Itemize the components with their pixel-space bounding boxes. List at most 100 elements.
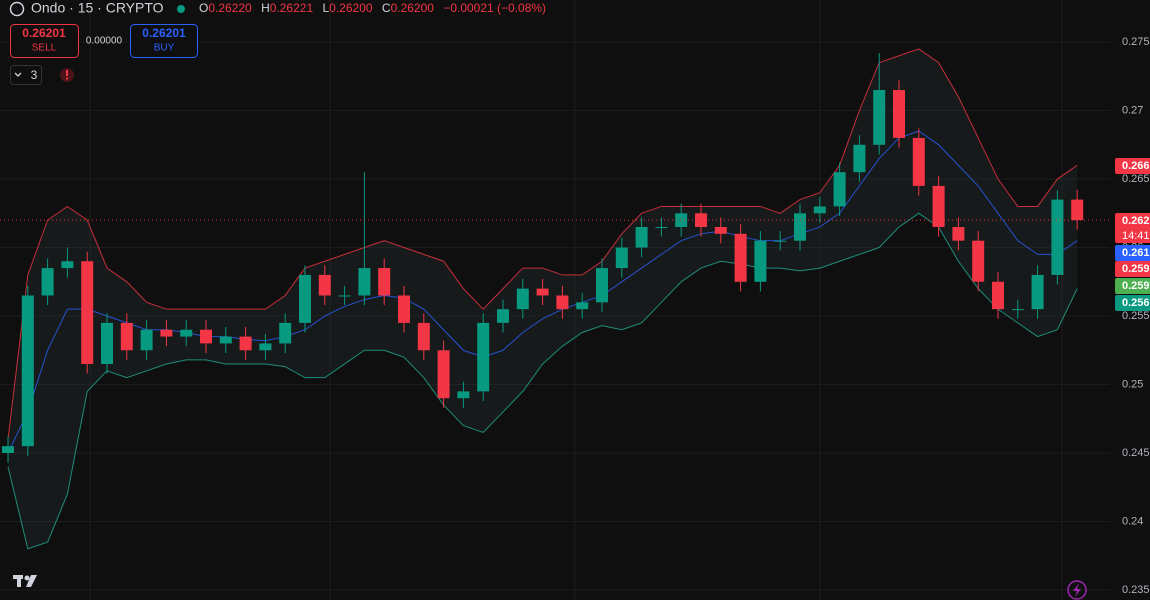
candle-body <box>1011 309 1024 311</box>
candle-body <box>833 172 846 207</box>
price-badge <box>1115 261 1150 277</box>
badge-timer: 14:41 <box>1122 230 1150 242</box>
price-badge <box>1115 213 1150 243</box>
l-label: L <box>322 1 329 15</box>
band-line <box>7 48 1078 440</box>
candle-body <box>516 288 529 310</box>
o-label: O <box>199 1 208 15</box>
candle-body <box>457 391 470 399</box>
candle-body <box>536 288 549 296</box>
badge-label: 0.266 <box>1122 160 1150 172</box>
candle-body <box>279 322 292 344</box>
y-tick-label: 0.25 <box>1122 378 1143 390</box>
candle-body <box>398 295 410 323</box>
candle-body <box>1071 199 1084 221</box>
candle-body <box>675 213 688 227</box>
candle-body <box>2 446 14 454</box>
badge-label: 0.262 <box>1122 215 1150 227</box>
candle-body <box>140 329 153 351</box>
candle-body <box>437 350 450 399</box>
ohlc-legend: O0.26220 H0.26221 L0.26200 C0.26200 −0.0… <box>199 1 546 15</box>
candle-body <box>596 268 608 303</box>
buy-button[interactable]: 0.26201 BUY <box>130 24 198 58</box>
candle-body <box>556 295 569 310</box>
indicators-count[interactable]: 3 <box>31 68 38 82</box>
price-badge <box>1115 158 1150 174</box>
price-badge <box>1115 245 1150 261</box>
candle-body <box>477 322 490 392</box>
candle-body <box>358 268 371 296</box>
candle-body <box>932 185 945 227</box>
c-label: C <box>382 1 391 15</box>
sell-box[interactable] <box>10 24 79 58</box>
logo <box>13 575 37 587</box>
buy-label[interactable]: BUY <box>154 43 175 54</box>
toggle-box[interactable] <box>10 65 42 85</box>
vertical-grid <box>89 0 1063 600</box>
candle-body <box>259 343 272 351</box>
candle-body <box>714 226 727 234</box>
candle-body <box>754 240 767 282</box>
symbol[interactable]: Ondo · 15 · CRYPTO <box>31 0 164 16</box>
status-dot <box>177 5 185 13</box>
lightning-icon[interactable] <box>1067 580 1087 600</box>
candle-body <box>972 240 985 282</box>
candle-body <box>81 261 94 364</box>
band-line <box>7 212 1078 550</box>
buy-box[interactable] <box>130 24 198 58</box>
y-tick-label: 0.275 <box>1122 36 1150 48</box>
spread: 0.00000 <box>86 36 123 47</box>
badge-label: 0.256 <box>1122 297 1150 309</box>
y-tick-label: 0.265 <box>1122 173 1150 185</box>
candle-body <box>378 268 391 296</box>
candle-body <box>61 261 74 269</box>
o-value: 0.26220 <box>208 1 252 15</box>
candle-body <box>576 302 589 310</box>
y-tick-label: 0.235 <box>1122 584 1150 596</box>
candle-body <box>774 240 787 242</box>
y-tick-label: 0.27 <box>1122 104 1143 116</box>
candle-body <box>180 329 193 337</box>
sell-label[interactable]: SELL <box>32 43 57 54</box>
sell-price[interactable]: 0.26201 <box>22 26 66 40</box>
candle-body <box>338 295 351 297</box>
alert-dot <box>66 77 68 80</box>
candle-body <box>120 322 133 351</box>
change: −0.00021 (−0.08%) <box>443 1 546 15</box>
candle-body <box>794 213 806 241</box>
candle-body <box>101 322 113 364</box>
candle-body <box>219 336 232 344</box>
candle-body <box>873 90 886 145</box>
indicators-toggle[interactable]: 3 <box>10 65 42 85</box>
candle-body <box>893 90 905 138</box>
candle-body <box>1051 199 1064 275</box>
candle-body <box>1031 274 1044 310</box>
candle-body <box>239 336 252 351</box>
alert-mark <box>66 70 68 76</box>
candle-body <box>734 233 747 282</box>
h-value: 0.26221 <box>270 1 314 15</box>
candle-body <box>299 274 311 323</box>
badge-label: 0.261 <box>1122 247 1150 259</box>
badge-label: 0.259 <box>1122 263 1150 275</box>
chevron <box>14 72 22 77</box>
badge-label: 0.259 <box>1122 280 1150 292</box>
candle-body <box>853 144 866 173</box>
h-label: H <box>261 1 270 15</box>
sell-button[interactable]: 0.26201 SELL <box>10 24 79 58</box>
candle-body <box>952 226 965 241</box>
price-badge <box>1115 295 1150 311</box>
candle-body <box>21 295 34 447</box>
y-tick-label: 0.24 <box>1122 515 1143 527</box>
buy-price[interactable]: 0.26201 <box>142 26 186 40</box>
candle-body <box>912 137 925 186</box>
candle-body <box>200 329 212 344</box>
symbol-icon <box>9 1 25 17</box>
price-badge <box>1115 278 1150 294</box>
candle-body <box>41 268 54 296</box>
c-value: 0.26200 <box>391 1 435 15</box>
candle-body <box>497 309 509 323</box>
y-tick-label: 0.245 <box>1122 447 1150 459</box>
y-tick-label: 0.255 <box>1122 310 1150 322</box>
